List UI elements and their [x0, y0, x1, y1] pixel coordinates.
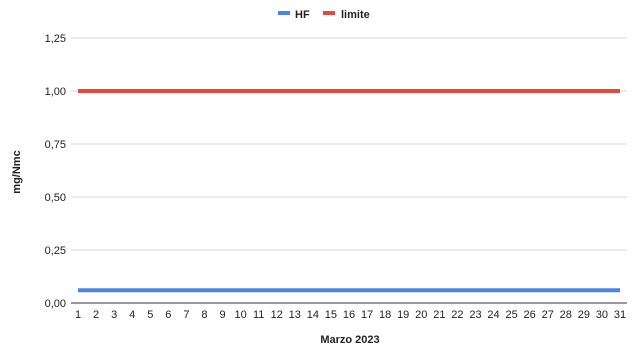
- x-tick-label: 28: [560, 309, 572, 321]
- y-axis-title: mg/Nmc: [11, 150, 23, 193]
- x-tick-label: 14: [307, 309, 319, 321]
- legend-item-limite[interactable]: limite: [323, 9, 370, 21]
- x-tick-label: 11: [253, 309, 264, 321]
- y-tick-label: 1,00: [45, 86, 66, 98]
- y-axis-ticks: 0,00 0,25 0,50 0,75 1,00 1,25: [45, 33, 66, 310]
- x-tick-label: 15: [325, 309, 337, 321]
- x-tick-label: 4: [129, 309, 135, 321]
- x-tick-label: 23: [469, 309, 481, 321]
- legend-swatch-hf: [278, 11, 290, 15]
- x-tick-label: 2: [93, 309, 99, 321]
- x-tick-label: 12: [271, 309, 283, 321]
- x-tick-label: 26: [524, 309, 536, 321]
- x-tick-label: 1: [75, 309, 81, 321]
- x-tick-label: 20: [415, 309, 427, 321]
- x-tick-label: 17: [361, 309, 373, 321]
- x-tick-label: 10: [234, 309, 246, 321]
- y-tick-label: 0,25: [45, 245, 66, 257]
- x-tick-label: 30: [596, 309, 608, 321]
- x-tick-label: 31: [614, 309, 626, 321]
- legend-item-hf[interactable]: HF: [278, 9, 310, 21]
- x-tick-label: 22: [451, 309, 463, 321]
- x-tick-label: 9: [219, 309, 225, 321]
- x-axis-title: Marzo 2023: [320, 334, 379, 346]
- gridlines: [71, 37, 627, 304]
- x-tick-label: 5: [147, 309, 153, 321]
- x-tick-label: 7: [183, 309, 189, 321]
- x-tick-label: 3: [111, 309, 117, 321]
- y-tick-label: 0,75: [45, 139, 66, 151]
- x-tick-label: 8: [201, 309, 207, 321]
- y-tick-label: 1,25: [45, 33, 66, 45]
- legend-label-hf: HF: [295, 9, 310, 21]
- y-tick-label: 0,00: [45, 298, 66, 310]
- x-tick-label: 25: [505, 309, 517, 321]
- x-tick-label: 24: [487, 309, 499, 321]
- x-tick-label: 21: [433, 309, 445, 321]
- x-axis-ticks: 1 2 3 4 5 6 7 8 9 10 11 12 13 14 15 16 17 18 19 20 21 22 23 24 2…: [75, 309, 626, 321]
- legend: HF limite: [278, 9, 370, 21]
- x-tick-label: 19: [397, 309, 409, 321]
- legend-label-limite: limite: [341, 9, 370, 21]
- x-tick-label: 16: [343, 309, 355, 321]
- x-tick-label: 13: [289, 309, 301, 321]
- x-tick-label: 18: [379, 309, 391, 321]
- x-tick-label: 29: [578, 309, 590, 321]
- series-lines: [78, 89, 620, 293]
- y-tick-label: 0,50: [45, 192, 66, 204]
- x-tick-label: 27: [542, 309, 554, 321]
- x-tick-label: 6: [165, 309, 171, 321]
- legend-swatch-limite: [323, 11, 335, 15]
